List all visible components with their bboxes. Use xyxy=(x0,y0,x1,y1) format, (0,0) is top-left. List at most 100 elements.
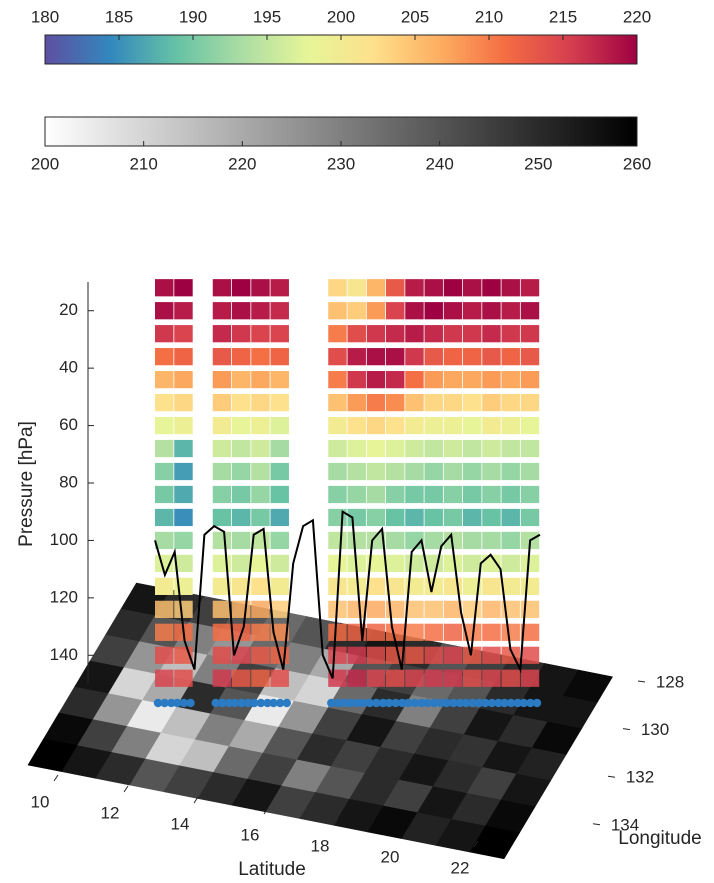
temperature-cell xyxy=(386,669,405,687)
temperature-cell xyxy=(520,554,540,573)
temperature-cell xyxy=(328,554,347,573)
temperature-cell xyxy=(212,371,232,389)
temperature-cell xyxy=(174,554,193,573)
temperature-cell xyxy=(155,371,174,389)
temperature-cell xyxy=(463,577,482,595)
lat-tick xyxy=(193,796,199,804)
colorbar-tick-label: 210 xyxy=(129,154,157,173)
temperature-cell xyxy=(520,416,540,435)
temperature-cell xyxy=(347,508,366,527)
track-point xyxy=(282,698,291,708)
temperature-cell xyxy=(328,325,347,343)
temperature-cell xyxy=(328,279,347,297)
temperature-cell xyxy=(212,531,232,550)
temperature-cell xyxy=(232,600,251,618)
lat-tick-label: 18 xyxy=(311,836,330,855)
track-point xyxy=(481,698,490,708)
temperature-cell xyxy=(347,416,366,435)
temperature-cell xyxy=(232,279,251,297)
colorbar-tick-label: 220 xyxy=(228,154,256,173)
track-point xyxy=(436,698,445,708)
y-tick-label: 100 xyxy=(50,530,78,549)
temperature-cell xyxy=(174,669,193,687)
temperature-cell xyxy=(366,439,386,458)
temperature-cell xyxy=(251,439,270,458)
temperature-cell xyxy=(463,669,482,687)
temperature-cell xyxy=(232,669,251,687)
temperature-cell xyxy=(520,485,540,504)
temperature-cell xyxy=(328,485,347,504)
temperature-cell xyxy=(251,554,270,573)
temperature-cell xyxy=(386,439,405,458)
colorbar-tick-label: 195 xyxy=(253,7,281,26)
track-point xyxy=(526,698,535,708)
temperature-cell xyxy=(366,623,386,641)
temperature-cell xyxy=(463,600,482,618)
y-tick-label: 120 xyxy=(50,587,78,606)
track-point xyxy=(398,698,407,708)
temperature-curtain xyxy=(155,279,540,687)
temperature-cell xyxy=(212,600,232,618)
temperature-cell xyxy=(232,348,251,366)
track-point xyxy=(211,698,220,708)
temperature-cell xyxy=(366,462,386,481)
temperature-cell xyxy=(212,577,232,595)
temperature-cell xyxy=(501,371,520,389)
temperature-cell xyxy=(212,393,232,412)
temperature-cell xyxy=(270,600,289,618)
temperature-cell xyxy=(251,485,270,504)
temperature-cell xyxy=(405,554,424,573)
temperature-cell xyxy=(443,439,463,458)
temperature-cell xyxy=(174,462,193,481)
temperature-cell xyxy=(347,485,366,504)
temperature-cell xyxy=(212,279,232,297)
temperature-cell xyxy=(366,669,386,687)
temperature-cell xyxy=(443,279,463,297)
track-point xyxy=(237,698,246,708)
temperature-cell xyxy=(270,485,289,504)
temperature-cell xyxy=(386,371,405,389)
temperature-cell xyxy=(328,371,347,389)
map-cell xyxy=(469,825,520,860)
temperature-cell xyxy=(520,393,540,412)
temperature-cell xyxy=(443,462,463,481)
temperature-cell xyxy=(386,302,405,320)
temperature-cell xyxy=(443,416,463,435)
temperature-cell xyxy=(155,531,174,550)
temperature-cell xyxy=(270,508,289,527)
temperature-cell xyxy=(501,462,520,481)
temperature-cell xyxy=(424,279,443,297)
track-point xyxy=(250,698,259,708)
colorbar-tick-label: 215 xyxy=(549,7,577,26)
track-point xyxy=(468,698,477,708)
temperature-cell xyxy=(463,439,482,458)
temperature-cell xyxy=(443,646,463,664)
temperature-cell xyxy=(424,325,443,343)
temperature-cell xyxy=(328,393,347,412)
track-point xyxy=(423,698,432,708)
temperature-cell xyxy=(232,646,251,664)
lat-tick-label: 14 xyxy=(171,814,190,833)
temperature-cell xyxy=(424,371,443,389)
track-point xyxy=(269,698,278,708)
temperature-cell xyxy=(405,669,424,687)
temperature-cell xyxy=(501,393,520,412)
temperature-cell xyxy=(520,371,540,389)
temperature-cell xyxy=(232,371,251,389)
temperature-cell xyxy=(155,416,174,435)
temperature-cell xyxy=(232,577,251,595)
track-point xyxy=(442,698,451,708)
temperature-cell xyxy=(155,279,174,297)
temperature-cell xyxy=(212,485,232,504)
temperature-cell xyxy=(424,508,443,527)
temperature-cell xyxy=(366,416,386,435)
temperature-cell xyxy=(347,393,366,412)
temperature-cell xyxy=(155,508,174,527)
track-point xyxy=(327,698,336,708)
temperature-cell xyxy=(212,416,232,435)
lat-tick-label: 22 xyxy=(451,858,470,877)
temperature-cell xyxy=(520,302,540,320)
temperature-cell xyxy=(251,302,270,320)
temperature-cell xyxy=(270,462,289,481)
